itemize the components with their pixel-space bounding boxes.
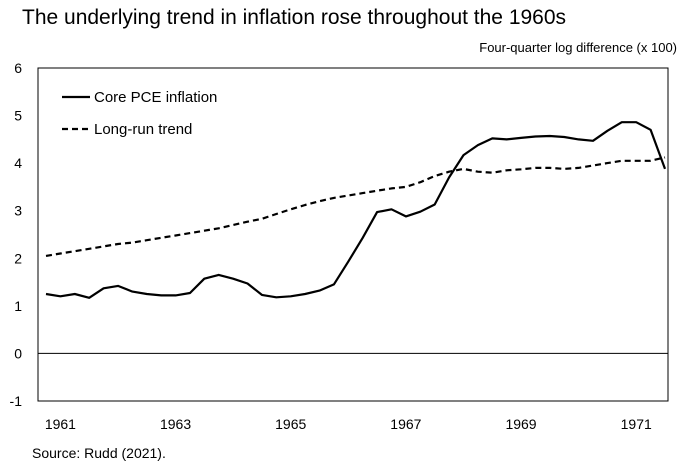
chart-title: The underlying trend in inflation rose t…	[22, 6, 567, 29]
series-line-long-run-trend	[45, 156, 666, 257]
x-tick-label: 1961	[45, 416, 76, 432]
y-tick-label: 4	[14, 155, 22, 171]
y-tick-label: 6	[14, 60, 22, 76]
legend-label: Core PCE inflation	[94, 89, 217, 106]
y-tick-label: 1	[14, 298, 22, 314]
legend-label: Long-run trend	[94, 121, 192, 138]
x-tick-label: 1965	[275, 416, 306, 432]
y-tick-label: 2	[14, 250, 22, 266]
source-note: Source: Rudd (2021).	[32, 445, 166, 461]
series-line-core-pce-inflation	[45, 121, 667, 299]
y-tick-label: 3	[14, 203, 22, 219]
x-tick-label: 1971	[621, 416, 652, 432]
plot-frame	[37, 67, 669, 402]
y-tick-label: 0	[14, 345, 22, 361]
x-tick-label: 1969	[505, 416, 536, 432]
y-axis-unit-label: Four-quarter log difference (x 100)	[479, 40, 677, 55]
x-tick-label: 1967	[390, 416, 421, 432]
y-tick-label: 5	[14, 108, 22, 124]
x-tick-label: 1963	[160, 416, 191, 432]
y-tick-label: -1	[10, 393, 23, 409]
